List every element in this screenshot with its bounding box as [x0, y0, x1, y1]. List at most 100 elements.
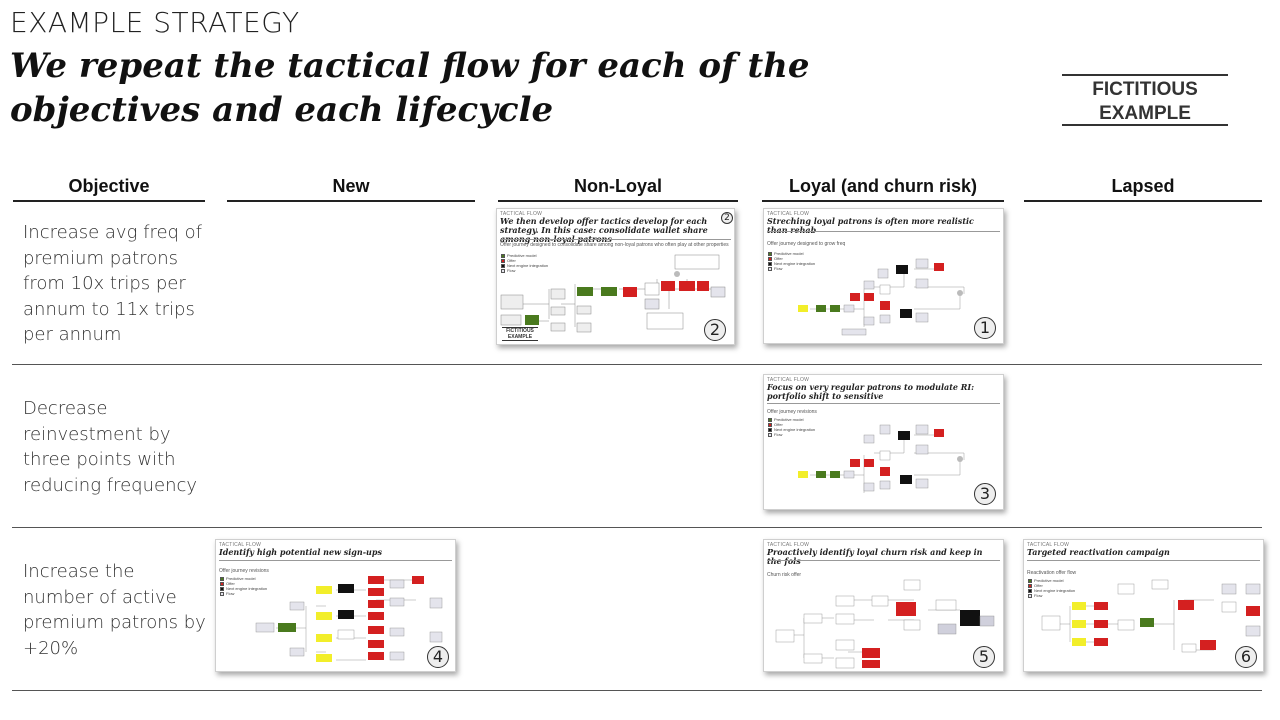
thumbnail-label: TACTICAL FLOW [767, 377, 810, 383]
legend-item-model: Predictive model [768, 417, 815, 422]
flow-diagram [1041, 579, 1261, 653]
tactical-flow-thumbnail-1[interactable]: TACTICAL FLOW Streching loyal patrons is… [763, 208, 1004, 344]
legend-label: Flow [226, 591, 235, 596]
thumbnail-subtitle: Churn risk offer [767, 572, 802, 578]
row-divider [12, 690, 1262, 691]
thumbnail-label: TACTICAL FLOW [767, 211, 810, 217]
flow-diagram [775, 579, 995, 669]
legend-item-offer: Offer [1028, 583, 1075, 588]
legend-item-flow: Flow [501, 268, 548, 273]
column-header-lapsed: Lapsed [1024, 174, 1262, 202]
thumbnail-rule [767, 231, 1000, 232]
objective-row-3: Increase the number of active premium pa… [23, 561, 206, 659]
legend-label: Offer [507, 258, 516, 263]
legend-label: Flow [774, 266, 783, 271]
thumbnail-label: TACTICAL FLOW [219, 542, 262, 548]
number-badge-3: 3 [974, 483, 996, 505]
legend-item-flow: Flow [1028, 593, 1075, 598]
tactical-flow-thumbnail-4[interactable]: TACTICAL FLOW Identify high potential ne… [215, 539, 456, 672]
thumbnail-subtitle: Offer journey designed to consolidate sh… [500, 242, 729, 248]
flow-diagram [798, 258, 965, 336]
legend-label: Next engine integration [226, 586, 268, 591]
number-badge-2: 2 [704, 319, 726, 341]
legend-label: Offer [226, 581, 235, 586]
legend-label: Next engine integration [774, 261, 816, 266]
thumbnail-rule [500, 239, 731, 240]
thumbnail-legend: Predictive model Offer Next engine integ… [501, 253, 548, 273]
legend-label: Flow [507, 268, 516, 273]
thumbnail-subtitle: Reactivation offer flow [1027, 570, 1077, 576]
thumbnail-label: TACTICAL FLOW [1027, 542, 1070, 548]
legend-label: Next engine integration [1034, 588, 1076, 593]
legend-label: Offer [1034, 583, 1043, 588]
corner-number-badge: 2 [721, 212, 733, 224]
number-badge-1: 1 [974, 317, 996, 339]
legend-item-offer: Offer [220, 581, 267, 586]
thumbnail-legend: Predictive model Offer Next engine integ… [220, 576, 267, 596]
legend-label: Next engine integration [774, 427, 816, 432]
legend-label: Predictive model [774, 251, 804, 256]
column-header-new: New [227, 174, 475, 202]
number-badge-4: 4 [427, 646, 449, 668]
legend-item-flow: Flow [220, 591, 267, 596]
row-divider [12, 364, 1262, 365]
thumbnail-title: Proactively identify loyal churn risk an… [767, 547, 983, 566]
thumbnail-title: Identify high potential new sign-ups [219, 547, 382, 557]
thumbnail-legend: Predictive model Offer Next engine integ… [1028, 578, 1075, 598]
legend-label: Offer [774, 256, 783, 261]
thumbnail-rule [219, 560, 452, 561]
thumbnail-legend: Predictive model Offer Next engine integ… [768, 417, 815, 437]
legend-item-engine: Next engine integration [768, 427, 815, 432]
thumbnail-rule [767, 403, 1000, 404]
objective-row-2: Decrease reinvestment by three points wi… [23, 398, 198, 496]
thumbnail-title: Targeted reactivation campaign [1027, 547, 1170, 557]
legend-label: Predictive model [226, 576, 256, 581]
column-header-non-loyal: Non-Loyal [498, 174, 738, 202]
thumbnail-label: TACTICAL FLOW [500, 211, 543, 217]
flow-diagram [255, 576, 443, 662]
column-header-objective: Objective [13, 174, 205, 202]
legend-item-flow: Flow [768, 266, 815, 271]
legend-item-model: Predictive model [220, 576, 267, 581]
legend-item-engine: Next engine integration [501, 263, 548, 268]
thumbnail-title: Focus on very regular patrons to modulat… [767, 382, 975, 401]
row-divider [12, 527, 1262, 528]
legend-label: Offer [774, 422, 783, 427]
thumbnail-subtitle: Offer journey revisions [767, 409, 817, 415]
legend-item-offer: Offer [768, 422, 815, 427]
page-title: We repeat the tactical flow for each of … [10, 46, 810, 130]
flow-diagram [798, 424, 965, 493]
legend-label: Next engine integration [507, 263, 549, 268]
legend-item-engine: Next engine integration [768, 261, 815, 266]
thumbnail-rule [1027, 560, 1260, 561]
legend-item-model: Predictive model [1028, 578, 1075, 583]
legend-item-flow: Flow [768, 432, 815, 437]
thumbnail-subtitle: Offer journey designed to grow freq [767, 241, 846, 247]
legend-label: Predictive model [774, 417, 804, 422]
objective-row-1: Increase avg freq of premium patrons fro… [23, 222, 203, 346]
tactical-flow-thumbnail-5[interactable]: TACTICAL FLOW Proactively identify loyal… [763, 539, 1004, 672]
number-badge-5: 5 [973, 646, 995, 668]
thumbnail-title: Streching loyal patrons is often more re… [767, 216, 974, 235]
tactical-flow-thumbnail-2[interactable]: TACTICAL FLOW We then develop offer tact… [496, 208, 735, 345]
thumbnail-legend: Predictive model Offer Next engine integ… [768, 251, 815, 271]
legend-item-model: Predictive model [501, 253, 548, 258]
thumbnail-stamp: FICTITIOUS EXAMPLE [502, 327, 538, 341]
number-badge-6: 6 [1235, 646, 1257, 668]
flow-diagram [500, 254, 726, 333]
legend-label: Flow [1034, 593, 1043, 598]
legend-item-engine: Next engine integration [220, 586, 267, 591]
legend-label: Flow [774, 432, 783, 437]
fictitious-example-stamp: FICTITIOUS EXAMPLE [1062, 74, 1228, 126]
thumbnail-subtitle: Offer journey revisions [219, 568, 269, 574]
legend-item-model: Predictive model [768, 251, 815, 256]
legend-item-offer: Offer [501, 258, 548, 263]
legend-label: Predictive model [507, 253, 537, 258]
kicker-label: EXAMPLE STRATEGY [10, 6, 300, 39]
legend-item-offer: Offer [768, 256, 815, 261]
legend-item-engine: Next engine integration [1028, 588, 1075, 593]
tactical-flow-thumbnail-3[interactable]: TACTICAL FLOW Focus on very regular patr… [763, 374, 1004, 510]
column-header-loyal: Loyal (and churn risk) [762, 174, 1004, 202]
legend-label: Predictive model [1034, 578, 1064, 583]
tactical-flow-thumbnail-6[interactable]: TACTICAL FLOW Targeted reactivation camp… [1023, 539, 1264, 672]
